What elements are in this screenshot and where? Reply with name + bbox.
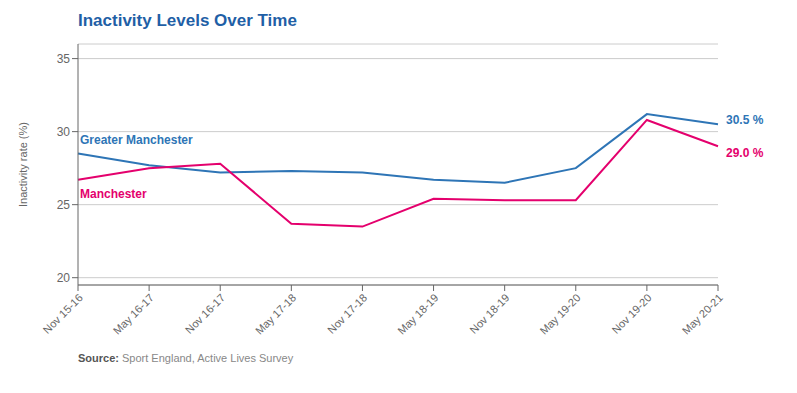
svg-text:May 18-19: May 18-19 [395, 291, 440, 336]
svg-text:Nov 18-19: Nov 18-19 [467, 291, 511, 335]
svg-text:May 20-21: May 20-21 [680, 291, 725, 336]
svg-text:May 16-17: May 16-17 [111, 291, 156, 336]
svg-text:Nov 16-17: Nov 16-17 [183, 291, 227, 335]
svg-text:30.5 %: 30.5 % [726, 113, 764, 127]
svg-text:Manchester: Manchester [80, 187, 147, 201]
svg-text:Nov 17-18: Nov 17-18 [325, 291, 369, 335]
html-text:Inactivity Levels Over Time: Inactivity Levels Over Time [78, 11, 297, 30]
svg-text:Nov 15-16: Nov 15-16 [41, 291, 85, 335]
html-text:Source: Sport England, Active: Source: Sport England, Active Lives Surv… [78, 352, 294, 364]
svg-text:Greater Manchester: Greater Manchester [80, 133, 193, 147]
svg-text:Inactivity rate (%): Inactivity rate (%) [17, 122, 29, 207]
svg-text:29.0 %: 29.0 % [726, 146, 764, 160]
svg-text:35: 35 [57, 52, 71, 66]
svg-text:25: 25 [57, 198, 71, 212]
svg-text:Nov 19-20: Nov 19-20 [609, 291, 653, 335]
svg-text:30: 30 [57, 125, 71, 139]
svg-text:May 17-18: May 17-18 [253, 291, 298, 336]
svg-text:May 19-20: May 19-20 [537, 291, 582, 336]
svg-text:20: 20 [57, 271, 71, 285]
